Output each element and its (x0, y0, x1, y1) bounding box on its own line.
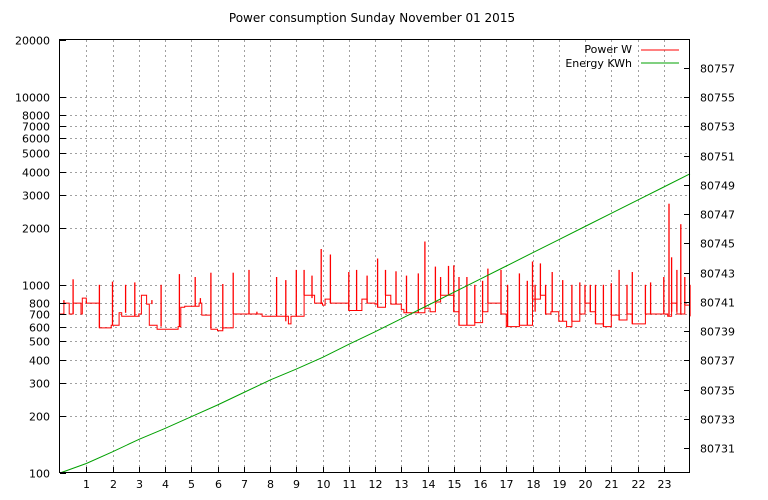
y-left-tick-label: 600 (29, 322, 50, 335)
y-right-tick-label: 80735 (700, 385, 735, 398)
x-tick-label: 6 (215, 478, 222, 491)
x-tick-label: 11 (343, 478, 357, 491)
y-right-tick-label: 80745 (700, 238, 735, 251)
y-right-tick-label: 80731 (700, 443, 735, 456)
x-tick-label: 14 (422, 478, 436, 491)
legend: Power W Energy KWh (565, 43, 679, 70)
x-tick-label: 16 (474, 478, 488, 491)
y-right-tick-label: 80743 (700, 268, 735, 281)
grid-layer (60, 40, 690, 473)
y-left-tick-label: 3000 (22, 190, 50, 203)
x-tick-label: 3 (136, 478, 143, 491)
legend-label-power: Power W (584, 43, 632, 56)
y-left-tick-label: 7000 (22, 121, 50, 134)
y-left-tick-label: 8000 (22, 110, 50, 123)
x-tick-label: 12 (369, 478, 383, 491)
y-left-tick-label: 5000 (22, 148, 50, 161)
y-right-tick-label: 80733 (700, 414, 735, 427)
x-tick-label: 9 (293, 478, 300, 491)
y-left-tick-label: 400 (29, 355, 50, 368)
y-right-tick-label: 80739 (700, 326, 735, 339)
x-tick-label: 22 (632, 478, 646, 491)
x-tick-label: 13 (395, 478, 409, 491)
y-left-tick-label: 10000 (15, 92, 50, 105)
plot-frame (59, 39, 690, 473)
y-left-tick-label: 4000 (22, 167, 50, 180)
x-tick-label: 4 (162, 478, 169, 491)
x-tick-label: 23 (658, 478, 672, 491)
y-left-tick-label: 1000 (22, 280, 50, 293)
x-tick-label: 1 (83, 478, 90, 491)
y-left-tick-label: 6000 (22, 133, 50, 146)
y-right-tick-label: 80753 (700, 121, 735, 134)
y-left-tick-label: 200 (29, 411, 50, 424)
y-left-tick-label: 100 (29, 468, 50, 481)
series-layer (59, 173, 691, 474)
x-tick-label: 19 (553, 478, 567, 491)
y-left-tick-label: 2000 (22, 223, 50, 236)
x-tick-label: 15 (448, 478, 462, 491)
x-tick-label: 21 (605, 478, 619, 491)
y-right-tick-label: 80751 (700, 151, 735, 164)
energy-series-line (59, 173, 691, 474)
legend-label-energy: Energy KWh (565, 57, 632, 70)
x-tick-label: 7 (241, 478, 248, 491)
y-right-tick-label: 80737 (700, 355, 735, 368)
x-tick-label: 10 (317, 478, 331, 491)
x-tick-label: 8 (267, 478, 274, 491)
y-left-tick-label: 800 (29, 298, 50, 311)
x-tick-label: 17 (500, 478, 514, 491)
y-right-tick-label: 80747 (700, 209, 735, 222)
y-right-tick-label: 80755 (700, 92, 735, 105)
x-tick-label: 5 (188, 478, 195, 491)
y-left-tick-label: 700 (29, 309, 50, 322)
y-right-tick-label: 80749 (700, 180, 735, 193)
x-tick-label: 18 (527, 478, 541, 491)
y-right-tick-label: 80757 (700, 63, 735, 76)
x-tick-label: 20 (579, 478, 593, 491)
y-left-tick-label: 500 (29, 336, 50, 349)
chart-title: Power consumption Sunday November 01 201… (229, 11, 515, 25)
y-left-tick-label: 300 (29, 378, 50, 391)
y-left-tick-label: 20000 (15, 35, 50, 48)
y-right-tick-label: 80741 (700, 297, 735, 310)
x-tick-label: 2 (110, 478, 117, 491)
